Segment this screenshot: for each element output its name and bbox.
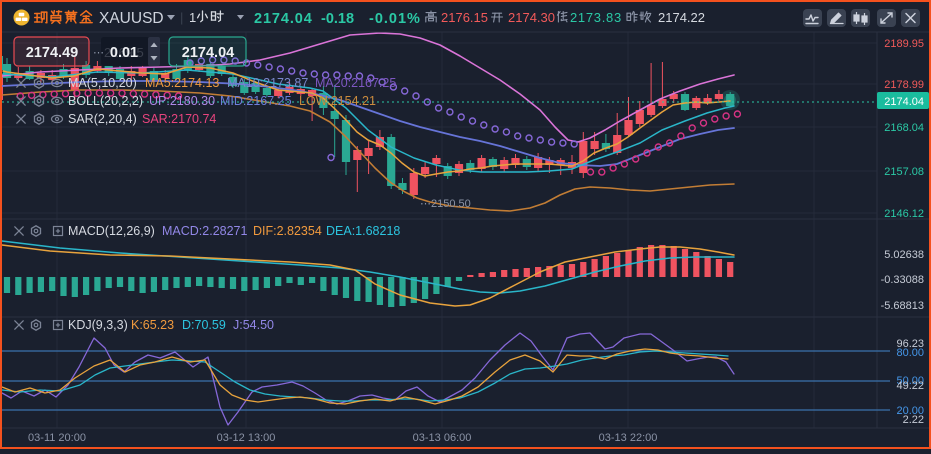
svg-text:K:65.23: K:65.23	[131, 318, 174, 332]
svg-text:MA20:2167.25: MA20:2167.25	[315, 76, 396, 90]
svg-text:2178.99: 2178.99	[884, 79, 924, 91]
svg-text:J:54.50: J:54.50	[233, 318, 274, 332]
svg-text:5.02638: 5.02638	[884, 249, 924, 261]
svg-text:⋯2150.50: ⋯2150.50	[420, 198, 471, 210]
svg-text:MACD:2.28271: MACD:2.28271	[162, 224, 248, 238]
svg-text:MA10:2173.87: MA10:2173.87	[227, 76, 308, 90]
svg-text:MA(5,10,20): MA(5,10,20)	[68, 76, 137, 90]
svg-text:⋯: ⋯	[93, 47, 104, 59]
svg-text:MID:2167.25: MID:2167.25	[220, 94, 292, 108]
svg-text:2173.83: 2173.83	[570, 10, 622, 25]
svg-text:MACD(12,26,9): MACD(12,26,9)	[68, 224, 155, 238]
svg-text:2174.22: 2174.22	[658, 10, 705, 25]
svg-text:2174.04: 2174.04	[884, 96, 924, 108]
svg-text:MA5:2174.13: MA5:2174.13	[145, 76, 219, 90]
svg-text:LOW:2154.21: LOW:2154.21	[299, 94, 376, 108]
svg-text:KDJ(9,3,3): KDJ(9,3,3)	[68, 318, 128, 332]
svg-text:-0.01%: -0.01%	[369, 11, 421, 27]
svg-text:03-13 22:00: 03-13 22:00	[599, 432, 658, 444]
svg-text:UP:2180.30: UP:2180.30	[149, 94, 215, 108]
svg-text:2174.04: 2174.04	[254, 11, 313, 27]
svg-text:0.01: 0.01	[110, 45, 138, 61]
svg-text:DIF:2.82354: DIF:2.82354	[253, 224, 322, 238]
svg-text:03-12 13:00: 03-12 13:00	[217, 432, 276, 444]
svg-text:2189.95: 2189.95	[884, 38, 924, 50]
svg-text:49.22: 49.22	[896, 380, 924, 392]
svg-text:2168.04: 2168.04	[884, 122, 924, 134]
svg-text:2174.30: 2174.30	[508, 10, 555, 25]
svg-text:-5.68813: -5.68813	[881, 300, 924, 312]
svg-text:XAUUSD: XAUUSD	[99, 10, 164, 27]
svg-text:D:70.59: D:70.59	[182, 318, 226, 332]
svg-text:96.23: 96.23	[896, 338, 924, 350]
svg-text:2174.49: 2174.49	[26, 45, 78, 61]
svg-text:2157.08: 2157.08	[884, 166, 924, 178]
svg-text:20.00: 20.00	[896, 405, 924, 417]
svg-text:DEA:1.68218: DEA:1.68218	[326, 224, 400, 238]
svg-text:1: 1	[189, 10, 196, 25]
svg-text:BOLL(20,2,2): BOLL(20,2,2)	[68, 94, 143, 108]
svg-text:SAR:2170.74: SAR:2170.74	[142, 112, 216, 126]
svg-text:80.00: 80.00	[896, 347, 924, 359]
svg-text:2.22: 2.22	[903, 414, 924, 426]
svg-text:2146.12: 2146.12	[884, 208, 924, 220]
svg-text:-0.18: -0.18	[321, 11, 354, 27]
svg-text:2174.04: 2174.04	[182, 45, 234, 61]
svg-text:50.00: 50.00	[896, 375, 924, 387]
svg-text:SAR(2,20,4): SAR(2,20,4)	[68, 112, 137, 126]
svg-text:|: |	[180, 10, 183, 25]
svg-text:03-11 20:00: 03-11 20:00	[28, 432, 86, 444]
svg-text:2176.15: 2176.15	[441, 10, 488, 25]
svg-text:-0.33088: -0.33088	[881, 274, 924, 286]
svg-text:03-13 06:00: 03-13 06:00	[413, 432, 472, 444]
